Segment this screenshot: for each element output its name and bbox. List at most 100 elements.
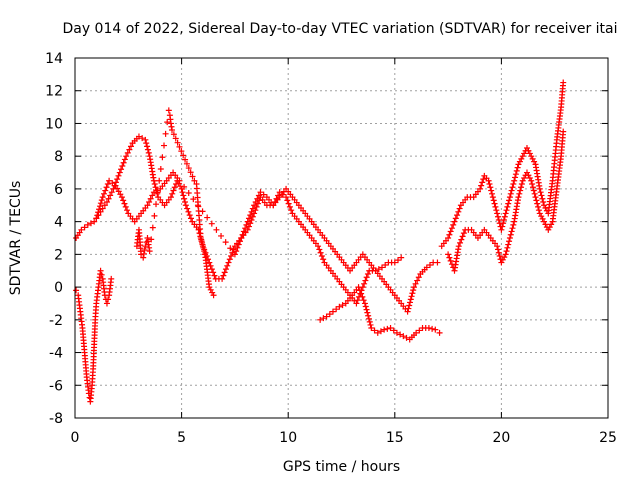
data-point-interp	[107, 192, 114, 199]
data-point-interp	[178, 148, 185, 155]
data-point-interp	[143, 140, 150, 147]
data-point	[536, 210, 543, 217]
data-point	[413, 329, 420, 336]
data-point	[494, 243, 501, 250]
data-point-interp	[542, 221, 549, 228]
data-point-interp	[286, 203, 293, 210]
data-point	[123, 153, 130, 160]
data-point-interp	[103, 184, 110, 191]
data-point-interp	[239, 231, 246, 238]
data-point-interp	[538, 192, 545, 199]
data-point	[502, 210, 509, 217]
data-point	[379, 264, 386, 271]
data-point-interp	[448, 225, 455, 232]
data-point-interp	[179, 189, 186, 196]
data-point	[108, 275, 115, 282]
data-point	[329, 308, 336, 315]
data-point-interp	[360, 297, 367, 304]
data-point-interp	[521, 175, 528, 181]
data-point	[434, 259, 441, 266]
data-point-interp	[500, 220, 507, 227]
data-point-interp	[371, 327, 378, 334]
data-point-interp	[172, 135, 179, 142]
data-point-interp	[516, 158, 523, 165]
data-point	[197, 235, 204, 241]
data-point-interp	[118, 166, 125, 173]
data-point-interp	[141, 247, 148, 253]
data-point-interp	[180, 152, 187, 159]
y-tick-label: 14	[45, 51, 63, 67]
data-point-interp	[489, 190, 496, 197]
data-point-interp	[181, 195, 188, 202]
data-point-interp	[161, 142, 168, 149]
data-point-interp	[356, 287, 363, 294]
data-point	[519, 153, 526, 160]
plot-frame	[74, 57, 609, 419]
data-point-interp	[408, 293, 415, 300]
data-point-interp	[507, 231, 514, 238]
y-tick-label: 0	[54, 280, 63, 296]
data-point-interp	[414, 277, 421, 284]
data-point-interp	[525, 147, 532, 154]
data-point	[485, 177, 492, 184]
data-point-interp	[190, 196, 197, 203]
data-point	[532, 194, 539, 201]
data-point	[368, 325, 375, 331]
data-point-interp	[364, 271, 371, 277]
data-point	[176, 177, 183, 184]
data-point-interp	[175, 180, 182, 187]
data-point	[528, 153, 535, 160]
data-point-interp	[405, 305, 412, 312]
data-point-interp	[288, 207, 295, 214]
data-point-interp	[410, 287, 417, 294]
data-point-interp	[285, 200, 292, 207]
data-point-interp	[318, 253, 325, 259]
data-point-interp	[488, 187, 495, 194]
data-point-interp	[108, 189, 115, 196]
data-point-interp	[513, 167, 520, 174]
data-point	[91, 218, 98, 225]
data-point-interp	[460, 230, 467, 237]
data-point-interp	[124, 207, 131, 214]
data-point	[398, 254, 405, 261]
data-point-interp	[237, 238, 244, 245]
series-upper-branch	[93, 169, 405, 274]
data-point	[519, 177, 526, 184]
data-point-interp	[505, 241, 512, 248]
data-point-interp	[102, 187, 109, 194]
data-point	[78, 226, 85, 233]
data-points-layer	[73, 79, 567, 405]
data-point-interp	[183, 160, 190, 167]
data-point-interp	[531, 190, 538, 197]
data-point-interp	[533, 197, 540, 204]
data-point	[116, 169, 123, 176]
data-point	[355, 284, 362, 291]
data-point-interp	[182, 156, 189, 163]
data-point	[84, 221, 91, 228]
data-point-interp	[452, 215, 459, 222]
data-point-interp	[249, 205, 256, 212]
data-point	[315, 243, 322, 250]
x-tick-label: 10	[279, 430, 297, 446]
data-point-interp	[454, 212, 461, 219]
data-point-interp	[95, 209, 102, 216]
data-point-interp	[207, 286, 214, 293]
data-point	[410, 284, 417, 291]
data-point-interp	[242, 225, 249, 232]
data-point-interp	[159, 154, 166, 161]
data-point-interp	[495, 217, 502, 223]
data-point	[511, 177, 518, 184]
data-point-interp	[152, 184, 159, 191]
data-point-interp	[185, 165, 192, 172]
data-point-interp	[364, 309, 371, 316]
data-point-interp	[210, 269, 217, 276]
data-point-interp	[211, 272, 218, 279]
data-point	[432, 326, 439, 333]
series-dip-branch	[73, 267, 115, 405]
data-point-interp	[496, 253, 503, 259]
data-point-interp	[501, 213, 508, 220]
data-point-interp	[187, 215, 194, 222]
data-point-interp	[162, 130, 169, 137]
y-tick-label: -4	[49, 346, 63, 362]
data-point-interp	[529, 184, 536, 191]
